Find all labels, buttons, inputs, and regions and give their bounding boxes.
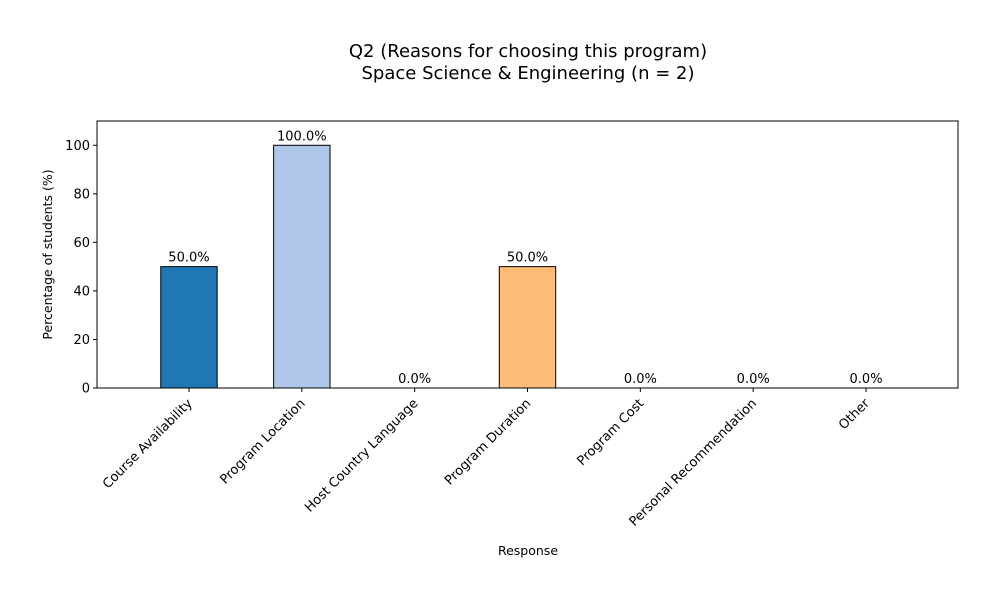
x-tick-label: Program Location [217,396,308,487]
x-tick-label: Other [836,396,873,433]
x-axis-label: Response [498,543,558,558]
data-label: 0.0% [850,372,883,387]
bar-program-duration [498,266,557,389]
y-axis: 0 20 40 60 80 100 [65,139,97,397]
y-tick-label: 20 [73,333,90,348]
plot-frame [96,120,959,389]
data-label: 100.0% [277,129,327,144]
bar-course-availability [160,266,218,389]
x-tick-label: Course Availability [100,396,196,492]
x-tick-label: Program Duration [442,396,534,488]
y-tick-label: 0 [82,382,90,397]
y-axis-label: Percentage of students (%) [40,169,55,339]
data-label: 0.0% [398,372,431,387]
x-tick-label: Program Cost [574,396,647,469]
chart-title: Q2 (Reasons for choosing this program) [349,41,707,62]
bars-layer [160,144,557,389]
y-tick-label: 80 [73,187,90,202]
x-tick-label: Host Country Language [302,396,421,515]
y-tick-label: 40 [73,284,90,299]
x-axis: Course Availability Program LocationHost … [100,388,873,530]
data-label: 0.0% [737,372,770,387]
y-tick-label: 60 [73,236,90,251]
x-tick-label: Personal Recommendation [627,396,760,529]
data-label: 0.0% [624,372,657,387]
data-labels-layer: 50.0% 100.0% 0.0% 50.0% 0.0% 0.0% 0.0% [168,129,882,387]
chart-subtitle: Space Science & Engineering (n = 2) [362,63,695,84]
bar-program-location [273,144,331,389]
data-label: 50.0% [507,251,548,266]
y-tick-label: 100 [65,139,90,154]
data-label: 50.0% [168,251,209,266]
